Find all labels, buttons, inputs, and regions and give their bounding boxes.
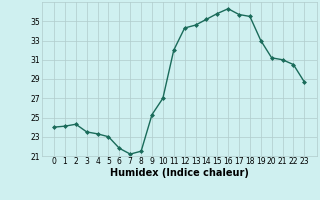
X-axis label: Humidex (Indice chaleur): Humidex (Indice chaleur) [110,168,249,178]
